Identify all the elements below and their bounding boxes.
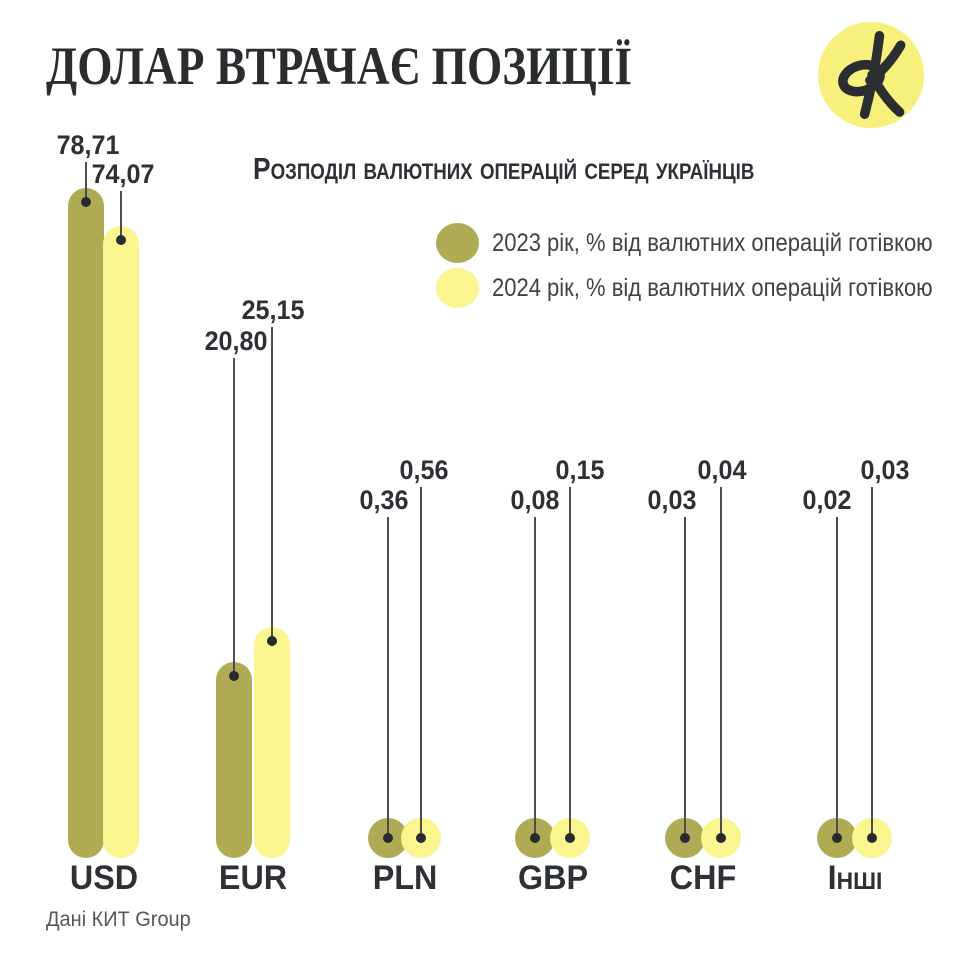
legend-label-2024: 2024 рік, % від валютних операцій готівк… bbox=[492, 273, 933, 302]
leader-line-USD-2023 bbox=[85, 162, 87, 202]
value-label-Інші-2024: 0,03 bbox=[860, 455, 910, 485]
category-label-1: EUR bbox=[218, 859, 288, 897]
page-title: ДОЛАР ВТРАЧАЄ ПОЗИЦІЇ bbox=[46, 36, 633, 96]
value-label-EUR-2023: 20,80 bbox=[204, 326, 268, 356]
bar-USD-2023 bbox=[68, 187, 104, 858]
bar-USD-2024 bbox=[103, 225, 139, 858]
leader-line-Інші-2024 bbox=[871, 487, 873, 838]
leader-line-GBP-2023 bbox=[534, 517, 536, 838]
marker-dot-CHF-2024 bbox=[716, 833, 726, 843]
leader-line-CHF-2024 bbox=[720, 487, 722, 838]
legend-item-2023: 2023 рік, % від валютних операцій готівк… bbox=[436, 223, 974, 263]
marker-dot-GBP-2023 bbox=[530, 833, 540, 843]
marker-dot-Інші-2023 bbox=[832, 833, 842, 843]
legend-item-2024: 2024 рік, % від валютних операцій готівк… bbox=[436, 268, 974, 308]
kit-monogram-glyph bbox=[838, 31, 906, 119]
value-label-EUR-2024: 25,15 bbox=[241, 295, 305, 325]
value-label-USD-2024: 74,07 bbox=[91, 159, 155, 189]
marker-dot-CHF-2023 bbox=[680, 833, 690, 843]
leader-line-Інші-2023 bbox=[836, 517, 838, 838]
marker-dot-USD-2023 bbox=[81, 196, 91, 207]
category-label-2: PLN bbox=[372, 859, 437, 897]
marker-dot-USD-2024 bbox=[116, 234, 126, 245]
value-label-CHF-2024: 0,04 bbox=[697, 455, 747, 485]
data-source: Дані КИТ Group bbox=[46, 908, 191, 931]
bar-EUR-2023 bbox=[216, 662, 252, 858]
category-label-5: Інші bbox=[827, 859, 882, 897]
kit-group-logo-icon bbox=[818, 22, 924, 128]
category-label-3: GBP bbox=[517, 859, 588, 897]
marker-dot-PLN-2024 bbox=[416, 833, 426, 843]
marker-dot-PLN-2023 bbox=[383, 833, 393, 843]
value-label-CHF-2023: 0,03 bbox=[647, 485, 697, 515]
legend-swatch-2024-icon bbox=[436, 268, 479, 308]
value-label-Інші-2023: 0,02 bbox=[802, 485, 852, 515]
marker-dot-Інші-2024 bbox=[867, 833, 877, 843]
value-label-GBP-2024: 0,15 bbox=[555, 455, 605, 485]
legend-swatch-2023-icon bbox=[436, 223, 479, 263]
leader-line-PLN-2023 bbox=[387, 517, 389, 838]
category-label-0: USD bbox=[69, 859, 138, 897]
leader-line-PLN-2024 bbox=[420, 487, 422, 838]
marker-dot-EUR-2023 bbox=[229, 671, 239, 682]
leader-line-USD-2024 bbox=[120, 191, 122, 240]
category-label-4: CHF bbox=[669, 859, 737, 897]
bar-EUR-2024 bbox=[254, 626, 290, 858]
leader-line-CHF-2023 bbox=[684, 517, 686, 838]
value-label-PLN-2023: 0,36 bbox=[359, 485, 409, 515]
leader-line-GBP-2024 bbox=[569, 487, 571, 838]
value-label-USD-2023: 78,71 bbox=[56, 130, 120, 160]
marker-dot-EUR-2024 bbox=[267, 635, 277, 646]
chart-subtitle: Розподіл валютних операцій серед українц… bbox=[253, 151, 755, 186]
leader-line-EUR-2024 bbox=[271, 327, 273, 641]
value-label-PLN-2024: 0,56 bbox=[399, 455, 449, 485]
value-label-GBP-2023: 0,08 bbox=[510, 485, 560, 515]
leader-line-EUR-2023 bbox=[233, 358, 235, 677]
marker-dot-GBP-2024 bbox=[565, 833, 575, 843]
legend-label-2023: 2023 рік, % від валютних операцій готівк… bbox=[492, 228, 933, 257]
